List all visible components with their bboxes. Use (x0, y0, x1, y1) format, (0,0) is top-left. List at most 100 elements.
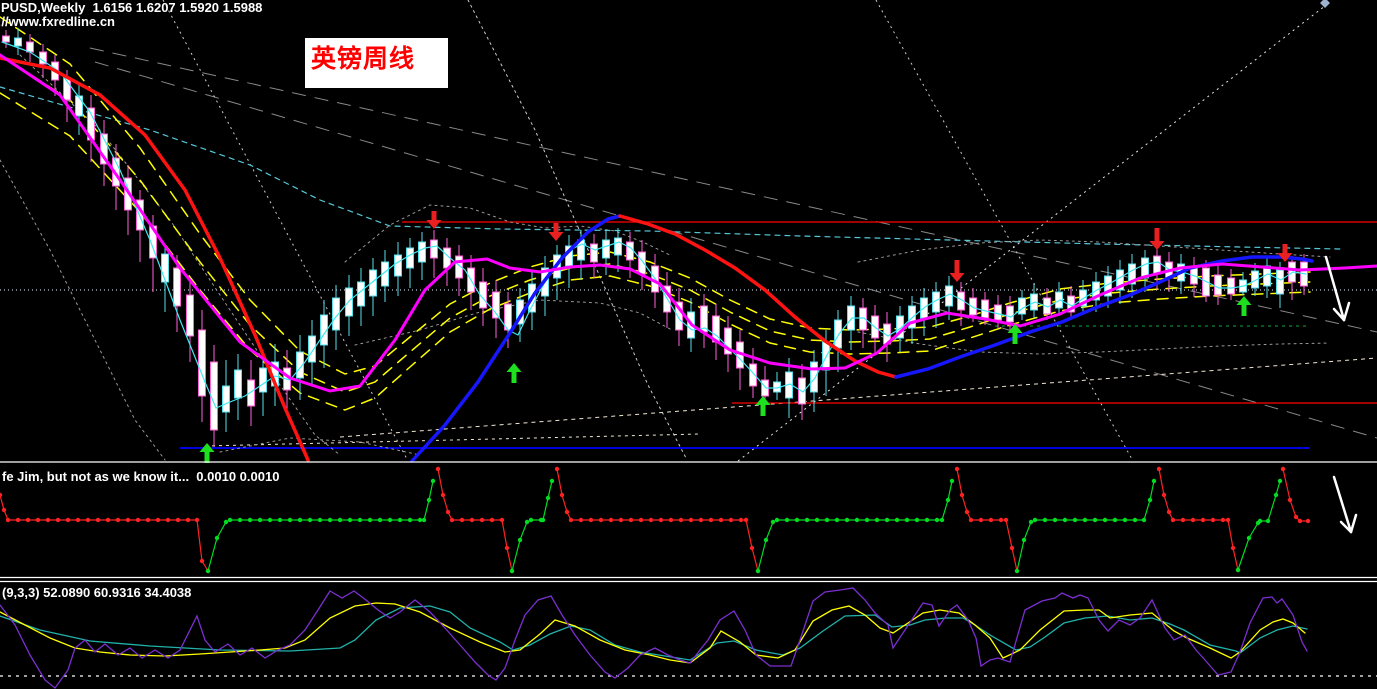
jim-dot (247, 517, 253, 523)
jim-dot (1297, 518, 1303, 524)
candle-body (614, 237, 622, 256)
jim-dot (964, 509, 970, 515)
jim-dot (337, 517, 343, 523)
jim-dot (755, 568, 761, 574)
jim-dot (440, 492, 446, 498)
trendline-anchor-icon (1320, 0, 1330, 8)
jim-dot (708, 517, 714, 523)
jim-dot (864, 517, 870, 523)
jim-dot (1, 507, 7, 513)
ribbon-middle (0, 54, 1311, 393)
jim-dot (1062, 517, 1068, 523)
jim-dot (648, 517, 654, 523)
jim-dot (749, 545, 755, 551)
envelope-upper-mid (344, 204, 673, 263)
slope-up-2 (894, 255, 1314, 379)
jim-dot (738, 517, 744, 523)
jim-dot (1190, 517, 1196, 523)
candle-body (1227, 277, 1235, 295)
jim-dot (934, 517, 940, 523)
jim-line (956, 468, 1018, 572)
candle-body (834, 319, 842, 349)
envelope-lower-mid (354, 299, 673, 346)
jim-dot (588, 517, 594, 523)
candle-body (394, 254, 402, 277)
candle-body (1018, 297, 1026, 315)
stoch-fast-violet (0, 587, 1308, 689)
sell-signal-arrow (949, 260, 965, 282)
jim-dot (959, 492, 965, 498)
jim-dot (449, 517, 455, 523)
jim-dot (0, 492, 3, 498)
white-trendline-1 (339, 357, 1377, 438)
candle-body (1214, 274, 1222, 296)
jim-dot (1161, 492, 1167, 498)
jim-line (511, 480, 553, 572)
jim-dot (578, 517, 584, 523)
jim-line (1282, 468, 1309, 522)
jim-dot (763, 537, 769, 543)
ribbon-upper (0, 16, 1311, 375)
jim-dot (528, 517, 534, 523)
jim-dot (954, 466, 960, 472)
note-label-box[interactable]: 英镑周线 (305, 38, 448, 88)
candle-body (430, 239, 438, 259)
stoch-indicator-label: (9,3,3) 52.0890 60.9316 34.4038 (2, 585, 192, 600)
envelope-bottom-arc (219, 437, 421, 456)
jim-dot (658, 517, 664, 523)
stoch-slow-teal (0, 605, 1308, 661)
jim-dot (1293, 514, 1299, 520)
candle-body (455, 255, 463, 279)
candle-body (186, 294, 194, 337)
jim-dot (949, 478, 955, 484)
jim-dot (25, 517, 31, 523)
candle-body (369, 269, 377, 297)
jim-dot (287, 517, 293, 523)
jim-dot (1092, 517, 1098, 523)
jim-dot (185, 517, 191, 523)
jim-dot (1122, 517, 1128, 523)
jim-dot (417, 517, 423, 523)
candle-body (859, 307, 867, 331)
jim-dot (55, 517, 61, 523)
jim-dot (914, 517, 920, 523)
cyan-dashed-ma (0, 86, 1341, 250)
candle-body (1006, 305, 1014, 323)
jim-dot (430, 478, 436, 484)
stoch-main-yellow (0, 602, 1306, 664)
jim-dot (698, 517, 704, 523)
jim-dot (598, 517, 604, 523)
candle-body (222, 385, 230, 413)
url-line: ://www.fxredline.cn (0, 14, 115, 29)
jim-dot (1112, 517, 1118, 523)
jim-indicator-label: fe Jim, but not as we know it... 0.0010 … (2, 469, 280, 484)
jim-dot (145, 517, 151, 523)
jim-dot (568, 517, 574, 523)
candle-body (749, 363, 757, 387)
candle-body (1251, 270, 1259, 289)
jim-dot (998, 517, 1004, 523)
buy-signal-arrow (755, 396, 771, 416)
candle-body (994, 304, 1002, 321)
candle-body (1153, 255, 1161, 275)
jim-dot (135, 517, 141, 523)
jim-dot (407, 517, 413, 523)
candle-body (259, 367, 267, 393)
jim-dot (445, 509, 451, 515)
jim-dot (1200, 517, 1206, 523)
steep-dotted-curve (467, 0, 687, 459)
jim-dot (1003, 517, 1009, 523)
jim-dot (435, 466, 441, 472)
candle-body (492, 291, 500, 319)
jim-dot (743, 517, 749, 523)
jim-dot (978, 517, 984, 523)
jim-line (757, 480, 953, 572)
candle-body (2, 35, 10, 43)
jim-dot (824, 517, 830, 523)
jim-dot (367, 517, 373, 523)
candle-body (810, 361, 818, 393)
jim-dot (1072, 517, 1078, 523)
jim-dot (499, 517, 505, 523)
